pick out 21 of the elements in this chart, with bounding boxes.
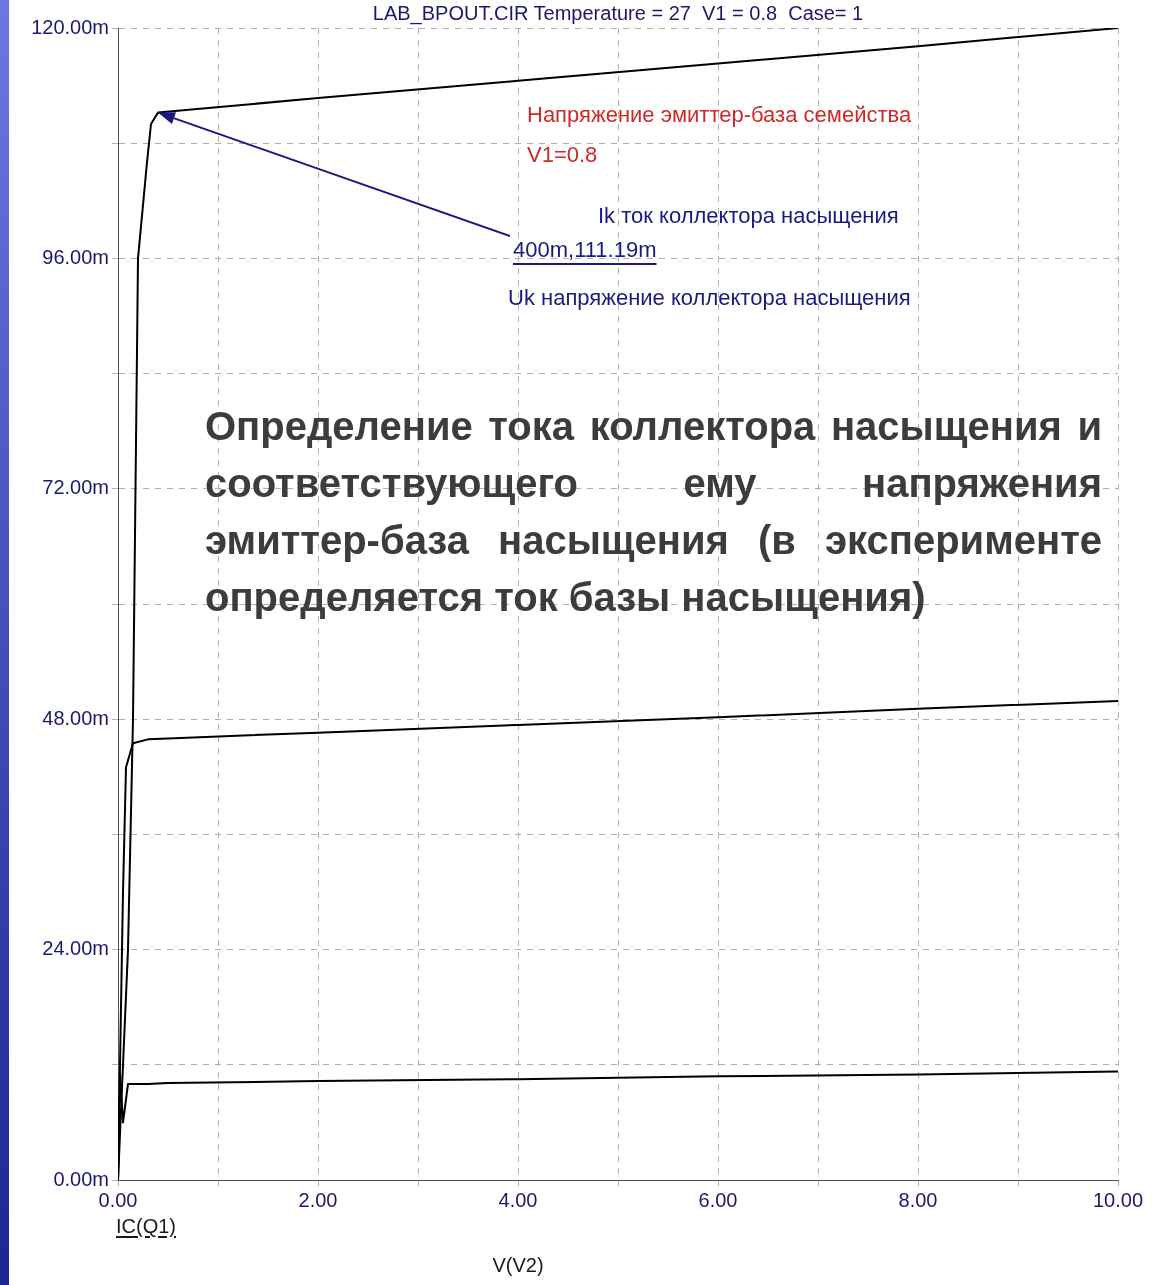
annotation: Напряжение эмиттер-база семейства: [527, 102, 912, 127]
y-tick-label: 120.00m: [31, 15, 109, 38]
y-tick-label: 96.00m: [42, 245, 109, 268]
x-axis-title: V(V2): [492, 1254, 544, 1276]
annotation: 400m,111.19m: [513, 237, 657, 263]
y-tick-label: 24.00m: [42, 937, 109, 960]
annotation: Ik ток коллектора насыщения: [598, 203, 899, 228]
annotation: V1=0.8: [527, 142, 598, 167]
x-tick-label: 6.00: [698, 1188, 738, 1211]
chart-title: LAB_BPOUT.CIR Temperature = 27 V1 = 0.8 Case= 1: [372, 2, 864, 25]
text: IC(Q1): [116, 1214, 176, 1238]
x-tick-label: 0.00: [98, 1188, 138, 1211]
x-tick-label: 10.00: [1092, 1188, 1144, 1211]
x-tick-label: 4.00: [498, 1188, 538, 1211]
x-tick-label: 8.00: [898, 1188, 938, 1211]
text: Определение тока коллектора насыщения и соответствующего ему напряжения эмиттер-база насыщения (в эксперименте определяется ток базы насыщения): [205, 404, 1102, 619]
x-tick-label: 2.00: [298, 1188, 338, 1211]
y-tick-label: 48.00m: [42, 706, 109, 729]
y-tick-label: 0.00m: [53, 1167, 109, 1190]
annotation: Uk напряжение коллектора насыщения: [508, 285, 911, 310]
y-tick-label: 72.00m: [42, 476, 109, 499]
